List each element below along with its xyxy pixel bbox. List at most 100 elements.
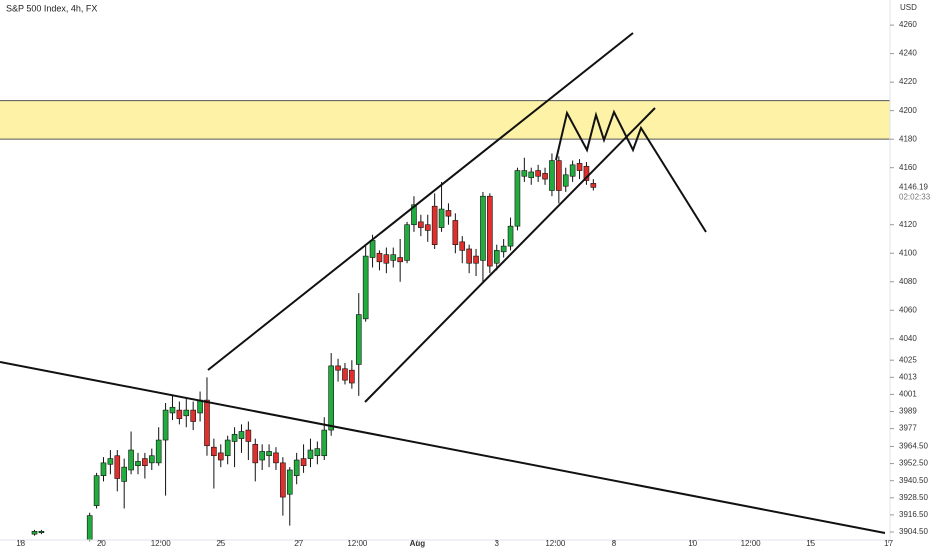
candle-body xyxy=(321,429,328,457)
y-tick-label: 3928.50 xyxy=(899,493,928,502)
candle-body xyxy=(528,171,535,178)
candle-body xyxy=(128,449,134,471)
candle-body xyxy=(424,224,431,231)
y-tick-label: 4120 xyxy=(899,220,917,229)
candle-body xyxy=(300,458,307,467)
x-tick-label: 3 xyxy=(495,539,500,548)
candle-body xyxy=(514,170,521,227)
candle-body xyxy=(100,462,107,476)
candle-body xyxy=(445,210,452,217)
candle-body xyxy=(266,451,272,457)
candle-body xyxy=(459,241,466,251)
x-tick-label: 12:00 xyxy=(741,539,762,548)
candle-body xyxy=(487,195,493,267)
candle-body xyxy=(148,455,155,464)
candle-body xyxy=(307,449,314,459)
y-tick-label: 3964.50 xyxy=(899,442,928,451)
candle-body xyxy=(466,248,472,264)
y-tick-label: 4060 xyxy=(899,305,917,314)
candle-body xyxy=(93,475,100,506)
candle-body xyxy=(107,458,114,465)
candle-body xyxy=(211,446,217,457)
y-tick-label: 4260 xyxy=(899,20,917,29)
candle-body xyxy=(390,254,397,261)
candle-body xyxy=(521,170,528,177)
candle-body xyxy=(549,160,555,191)
x-tick-label: Aug xyxy=(410,539,426,548)
y-tick-label: 4001 xyxy=(899,390,917,399)
x-tick-label: 8 xyxy=(612,539,617,548)
candle-body xyxy=(569,164,576,177)
candle-body xyxy=(397,257,403,263)
candle-body xyxy=(31,531,38,535)
candle-body xyxy=(590,183,597,188)
candle-body xyxy=(328,365,334,431)
candle-body xyxy=(252,444,259,464)
candle-body xyxy=(583,165,590,181)
candle-body xyxy=(114,455,121,479)
candle-body xyxy=(314,448,321,457)
candle-body xyxy=(349,369,355,384)
x-tick-label: 25 xyxy=(216,539,225,548)
x-tick-label: 17 xyxy=(884,539,893,548)
candle-body xyxy=(259,451,265,461)
candle-body xyxy=(383,254,390,264)
candle-body xyxy=(576,163,583,171)
candle-body xyxy=(280,462,286,498)
candle-body xyxy=(335,365,341,371)
candle-body xyxy=(86,515,93,541)
candle-body xyxy=(500,245,507,253)
candle-body xyxy=(473,255,479,264)
candle-body xyxy=(438,208,445,228)
candle-body xyxy=(217,452,224,461)
y-tick-label: 4040 xyxy=(899,334,917,343)
chart-title: S&P 500 Index, 4h, FX xyxy=(6,3,97,13)
y-tick-label: 4080 xyxy=(899,277,917,286)
candle-body xyxy=(142,458,148,467)
candle-body xyxy=(38,531,45,534)
y-tick-label: 4180 xyxy=(899,134,917,143)
x-tick-label: 27 xyxy=(294,539,303,548)
candle-body xyxy=(135,461,141,467)
x-tick-label: 12:00 xyxy=(347,539,368,548)
candle-body xyxy=(507,225,514,247)
drawings xyxy=(0,32,886,534)
candle-body xyxy=(431,205,438,245)
y-tick-label: 4240 xyxy=(899,49,917,58)
candle-body xyxy=(273,452,279,464)
candle-body xyxy=(542,173,548,180)
candle-body xyxy=(452,220,459,245)
candle-body xyxy=(176,409,183,419)
candle-body xyxy=(556,160,562,191)
x-tick-label: 10 xyxy=(688,539,697,548)
projection-path xyxy=(555,109,707,233)
x-tick-label: 20 xyxy=(97,539,106,548)
candle-body xyxy=(562,174,569,187)
currency: USD xyxy=(900,3,917,12)
candle-body xyxy=(183,409,190,417)
candle-body xyxy=(231,434,238,442)
candle-body xyxy=(362,255,369,320)
y-tick-label: 4220 xyxy=(899,77,917,86)
candle-body xyxy=(404,224,410,261)
candle-body xyxy=(197,399,203,414)
y-tick-label: 3940.50 xyxy=(899,476,928,485)
candle-body xyxy=(480,195,486,261)
candle-body xyxy=(535,170,541,177)
supply-zone xyxy=(0,100,890,140)
candle-body xyxy=(190,409,196,422)
candle-body xyxy=(245,429,252,442)
x-tick-label: 15 xyxy=(806,539,815,548)
candle-body xyxy=(411,204,417,226)
y-tick-label: 3904.50 xyxy=(899,527,928,536)
y-tick-label: 4160 xyxy=(899,163,917,172)
candle-body xyxy=(238,431,245,439)
countdown: 02:02:33 xyxy=(899,192,931,201)
y-tick-label: 4025 xyxy=(899,355,917,364)
y-tick-label: 3977 xyxy=(899,424,917,433)
x-tick-label: 12:00 xyxy=(151,539,172,548)
last-price: 4146.19 xyxy=(899,182,928,191)
candle-body xyxy=(342,368,348,381)
y-tick-label: 4013 xyxy=(899,372,917,381)
